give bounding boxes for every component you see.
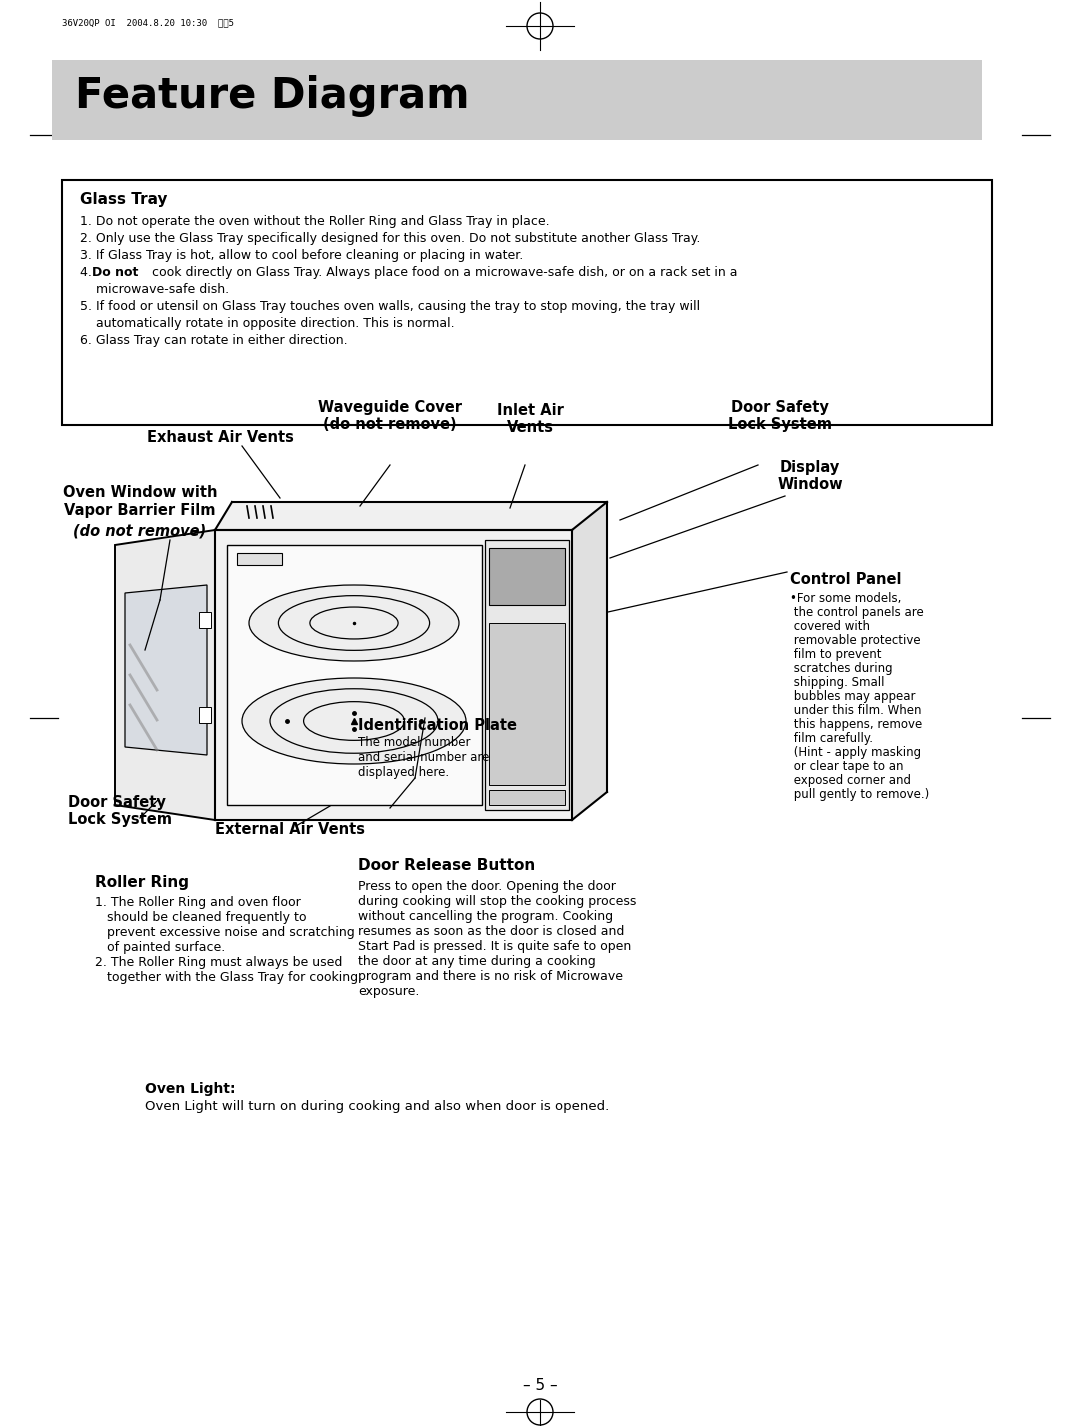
Bar: [489, 548, 565, 605]
Text: The model number
and serial number are
displayed here.: The model number and serial number are d…: [357, 736, 489, 779]
Ellipse shape: [249, 585, 459, 662]
Text: 2. Only use the Glass Tray specifically designed for this oven. Do not substitut: 2. Only use the Glass Tray specifically …: [80, 232, 700, 245]
Polygon shape: [572, 502, 607, 820]
Text: the control panels are: the control panels are: [789, 606, 923, 619]
Text: cook directly on Glass Tray. Always place food on a microwave-safe dish, or on a: cook directly on Glass Tray. Always plac…: [148, 267, 738, 279]
Text: bubbles may appear: bubbles may appear: [789, 690, 916, 703]
Bar: [62, 180, 993, 425]
Text: this happens, remove: this happens, remove: [789, 719, 922, 732]
Text: Oven Window with: Oven Window with: [63, 485, 217, 501]
Text: Press to open the door. Opening the door
during cooking will stop the cooking pr: Press to open the door. Opening the door…: [357, 880, 636, 998]
Bar: [485, 540, 569, 810]
Text: pull gently to remove.): pull gently to remove.): [789, 789, 929, 801]
Text: Glass Tray: Glass Tray: [80, 193, 167, 207]
Text: 5. If food or utensil on Glass Tray touches oven walls, causing the tray to stop: 5. If food or utensil on Glass Tray touc…: [80, 299, 700, 312]
Text: 1. Do not operate the oven without the Roller Ring and Glass Tray in place.: 1. Do not operate the oven without the R…: [80, 215, 550, 228]
Text: scratches during: scratches during: [789, 662, 893, 674]
Bar: [227, 545, 482, 806]
Text: Oven Light:: Oven Light:: [145, 1082, 235, 1097]
Text: 2. The Roller Ring must always be used: 2. The Roller Ring must always be used: [95, 955, 342, 970]
Text: External Air Vents: External Air Vents: [215, 821, 365, 837]
Polygon shape: [215, 502, 607, 530]
Text: film carefully.: film carefully.: [789, 732, 873, 744]
Text: Vapor Barrier Film: Vapor Barrier Film: [64, 503, 216, 518]
Text: Oven Light will turn on during cooking and also when door is opened.: Oven Light will turn on during cooking a…: [145, 1099, 609, 1114]
Text: Identification Plate: Identification Plate: [357, 719, 517, 733]
Text: exposed corner and: exposed corner and: [789, 774, 912, 787]
Bar: [215, 530, 572, 820]
Text: – 5 –: – 5 –: [523, 1378, 557, 1393]
Text: or clear tape to an: or clear tape to an: [789, 760, 904, 773]
Text: shipping. Small: shipping. Small: [789, 676, 885, 689]
Text: Display
Window: Display Window: [778, 459, 842, 492]
Text: Door Safety
Lock System: Door Safety Lock System: [728, 399, 832, 432]
Polygon shape: [125, 585, 207, 754]
Text: 1. The Roller Ring and oven floor: 1. The Roller Ring and oven floor: [95, 896, 300, 908]
Text: together with the Glass Tray for cooking.: together with the Glass Tray for cooking…: [95, 971, 362, 984]
Text: Waveguide Cover
(do not remove): Waveguide Cover (do not remove): [318, 399, 462, 432]
Text: Control Panel: Control Panel: [789, 572, 902, 588]
Bar: [52, 60, 982, 140]
Bar: [237, 553, 282, 565]
Polygon shape: [114, 530, 215, 820]
Text: microwave-safe dish.: microwave-safe dish.: [80, 282, 229, 297]
Text: (Hint - apply masking: (Hint - apply masking: [789, 746, 921, 759]
Text: Feature Diagram: Feature Diagram: [75, 76, 470, 117]
Text: Do not: Do not: [92, 267, 138, 279]
Text: Door Safety
Lock System: Door Safety Lock System: [68, 796, 172, 827]
Text: Door Release Button: Door Release Button: [357, 858, 536, 873]
Text: 3. If Glass Tray is hot, allow to cool before cleaning or placing in water.: 3. If Glass Tray is hot, allow to cool b…: [80, 250, 523, 262]
Text: •For some models,: •For some models,: [789, 592, 902, 605]
Text: 6. Glass Tray can rotate in either direction.: 6. Glass Tray can rotate in either direc…: [80, 334, 348, 347]
Text: should be cleaned frequently to: should be cleaned frequently to: [95, 911, 307, 924]
Text: Inlet Air
Vents: Inlet Air Vents: [497, 402, 564, 435]
Text: removable protective: removable protective: [789, 635, 920, 647]
Text: automatically rotate in opposite direction. This is normal.: automatically rotate in opposite directi…: [80, 317, 455, 329]
Bar: [199, 612, 211, 627]
Ellipse shape: [242, 677, 465, 764]
Text: Roller Ring: Roller Ring: [95, 876, 189, 890]
Text: prevent excessive noise and scratching: prevent excessive noise and scratching: [95, 925, 354, 938]
Bar: [489, 623, 565, 784]
Bar: [199, 707, 211, 723]
Text: covered with: covered with: [789, 620, 870, 633]
Text: of painted surface.: of painted surface.: [95, 941, 226, 954]
Text: 36V20QP OI  2004.8.20 10:30  页面5: 36V20QP OI 2004.8.20 10:30 页面5: [62, 19, 234, 27]
Text: Exhaust Air Vents: Exhaust Air Vents: [147, 431, 294, 445]
Text: film to prevent: film to prevent: [789, 647, 881, 662]
Bar: [489, 790, 565, 806]
Text: under this film. When: under this film. When: [789, 704, 921, 717]
Text: 4.: 4.: [80, 267, 96, 279]
Text: (do not remove): (do not remove): [73, 523, 206, 538]
